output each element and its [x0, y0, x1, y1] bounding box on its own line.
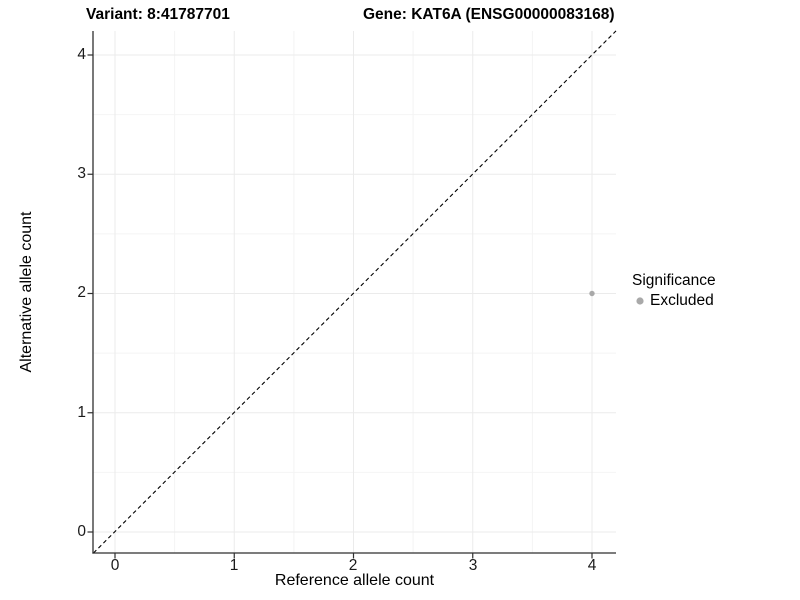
legend-item-label: Excluded: [650, 292, 714, 309]
plot-title-gene: Gene: KAT6A (ENSG00000083168): [363, 6, 615, 23]
plot-title-variant: Variant: 8:41787701: [86, 6, 230, 23]
x-tick-label: 2: [348, 557, 358, 574]
legend: Significance Excluded: [632, 271, 716, 310]
legend-item-excluded: Excluded: [632, 292, 716, 310]
x-tick-label: 4: [587, 557, 597, 574]
y-tick-label: 4: [77, 46, 86, 63]
x-tick-label: 0: [110, 557, 120, 574]
x-tick-label: 1: [229, 557, 239, 574]
legend-title: Significance: [632, 272, 716, 289]
excluded-point-icon: [636, 297, 644, 305]
grid-minor-lines: [93, 31, 616, 553]
y-tick-label: 1: [77, 404, 86, 421]
identity-dashed-line: [93, 30, 617, 554]
x-tick-label: 3: [468, 557, 478, 574]
x-axis-title: Reference allele count: [274, 572, 435, 589]
axis-tick-marks: [87, 54, 593, 559]
y-tick-label: 0: [77, 523, 86, 540]
y-tick-label: 3: [77, 165, 86, 182]
data-point-excluded: [589, 290, 595, 297]
axis-lines: [92, 31, 616, 554]
grid-major-lines: [93, 31, 616, 553]
y-tick-label: 2: [77, 284, 86, 301]
y-axis-title: Alternative allele count: [18, 211, 35, 373]
